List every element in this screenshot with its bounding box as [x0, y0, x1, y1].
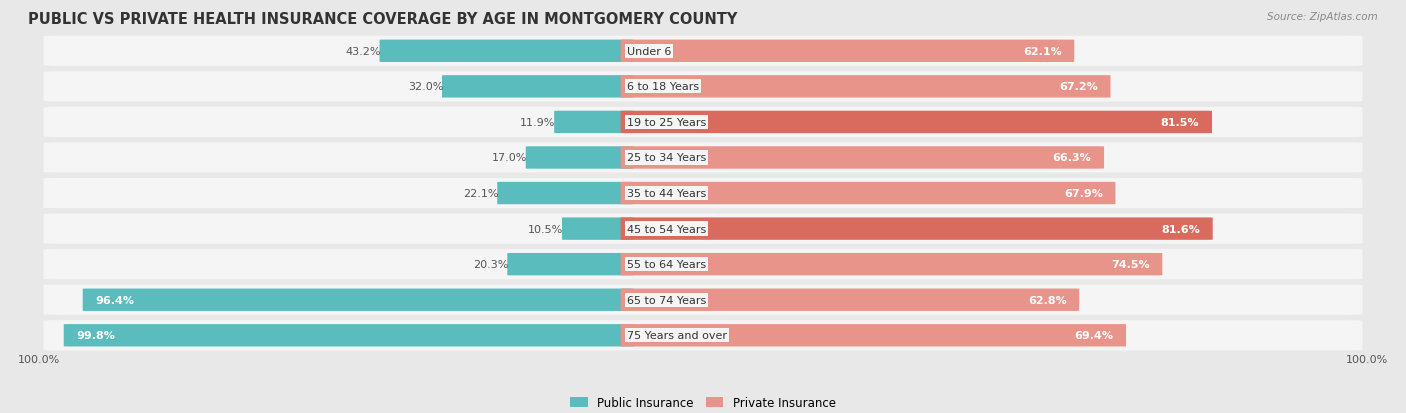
Text: 66.3%: 66.3%: [1053, 153, 1091, 163]
FancyBboxPatch shape: [44, 107, 1362, 138]
FancyBboxPatch shape: [441, 76, 633, 98]
Text: 62.8%: 62.8%: [1028, 295, 1067, 305]
FancyBboxPatch shape: [620, 183, 1115, 205]
Text: 67.9%: 67.9%: [1064, 189, 1102, 199]
FancyBboxPatch shape: [44, 285, 1362, 315]
Text: 75 Years and over: 75 Years and over: [627, 330, 727, 340]
Text: 96.4%: 96.4%: [96, 295, 135, 305]
Text: 11.9%: 11.9%: [520, 118, 555, 128]
FancyBboxPatch shape: [44, 72, 1362, 102]
FancyBboxPatch shape: [44, 249, 1362, 280]
FancyBboxPatch shape: [562, 218, 633, 240]
FancyBboxPatch shape: [44, 214, 1362, 244]
FancyBboxPatch shape: [63, 324, 633, 347]
Text: 62.1%: 62.1%: [1022, 47, 1062, 57]
Text: 35 to 44 Years: 35 to 44 Years: [627, 189, 706, 199]
Text: PUBLIC VS PRIVATE HEALTH INSURANCE COVERAGE BY AGE IN MONTGOMERY COUNTY: PUBLIC VS PRIVATE HEALTH INSURANCE COVER…: [28, 12, 738, 27]
Text: 19 to 25 Years: 19 to 25 Years: [627, 118, 706, 128]
Text: 100.0%: 100.0%: [18, 355, 60, 365]
FancyBboxPatch shape: [44, 143, 1362, 173]
Text: 20.3%: 20.3%: [474, 259, 509, 270]
Text: 45 to 54 Years: 45 to 54 Years: [627, 224, 706, 234]
Text: 22.1%: 22.1%: [463, 189, 499, 199]
FancyBboxPatch shape: [508, 253, 633, 276]
FancyBboxPatch shape: [83, 289, 633, 311]
FancyBboxPatch shape: [44, 37, 1362, 67]
Text: 81.5%: 81.5%: [1161, 118, 1199, 128]
Text: 67.2%: 67.2%: [1059, 82, 1098, 92]
Text: 43.2%: 43.2%: [346, 47, 381, 57]
Text: 55 to 64 Years: 55 to 64 Years: [627, 259, 706, 270]
FancyBboxPatch shape: [498, 183, 633, 205]
Text: 99.8%: 99.8%: [76, 330, 115, 340]
Text: 10.5%: 10.5%: [529, 224, 564, 234]
FancyBboxPatch shape: [44, 178, 1362, 209]
FancyBboxPatch shape: [554, 112, 633, 134]
Legend: Public Insurance, Private Insurance: Public Insurance, Private Insurance: [565, 392, 841, 413]
FancyBboxPatch shape: [44, 320, 1362, 351]
Text: Under 6: Under 6: [627, 47, 671, 57]
FancyBboxPatch shape: [620, 147, 1104, 169]
FancyBboxPatch shape: [620, 76, 1111, 98]
FancyBboxPatch shape: [620, 40, 1074, 63]
FancyBboxPatch shape: [380, 40, 633, 63]
Text: 65 to 74 Years: 65 to 74 Years: [627, 295, 706, 305]
FancyBboxPatch shape: [620, 112, 1212, 134]
Text: 100.0%: 100.0%: [1346, 355, 1388, 365]
Text: 6 to 18 Years: 6 to 18 Years: [627, 82, 699, 92]
Text: 32.0%: 32.0%: [408, 82, 443, 92]
Text: 74.5%: 74.5%: [1111, 259, 1150, 270]
FancyBboxPatch shape: [620, 324, 1126, 347]
FancyBboxPatch shape: [620, 289, 1080, 311]
FancyBboxPatch shape: [620, 218, 1213, 240]
Text: Source: ZipAtlas.com: Source: ZipAtlas.com: [1267, 12, 1378, 22]
Text: 81.6%: 81.6%: [1161, 224, 1201, 234]
Text: 69.4%: 69.4%: [1074, 330, 1114, 340]
Text: 25 to 34 Years: 25 to 34 Years: [627, 153, 706, 163]
FancyBboxPatch shape: [620, 253, 1163, 276]
Text: 17.0%: 17.0%: [492, 153, 527, 163]
FancyBboxPatch shape: [526, 147, 633, 169]
